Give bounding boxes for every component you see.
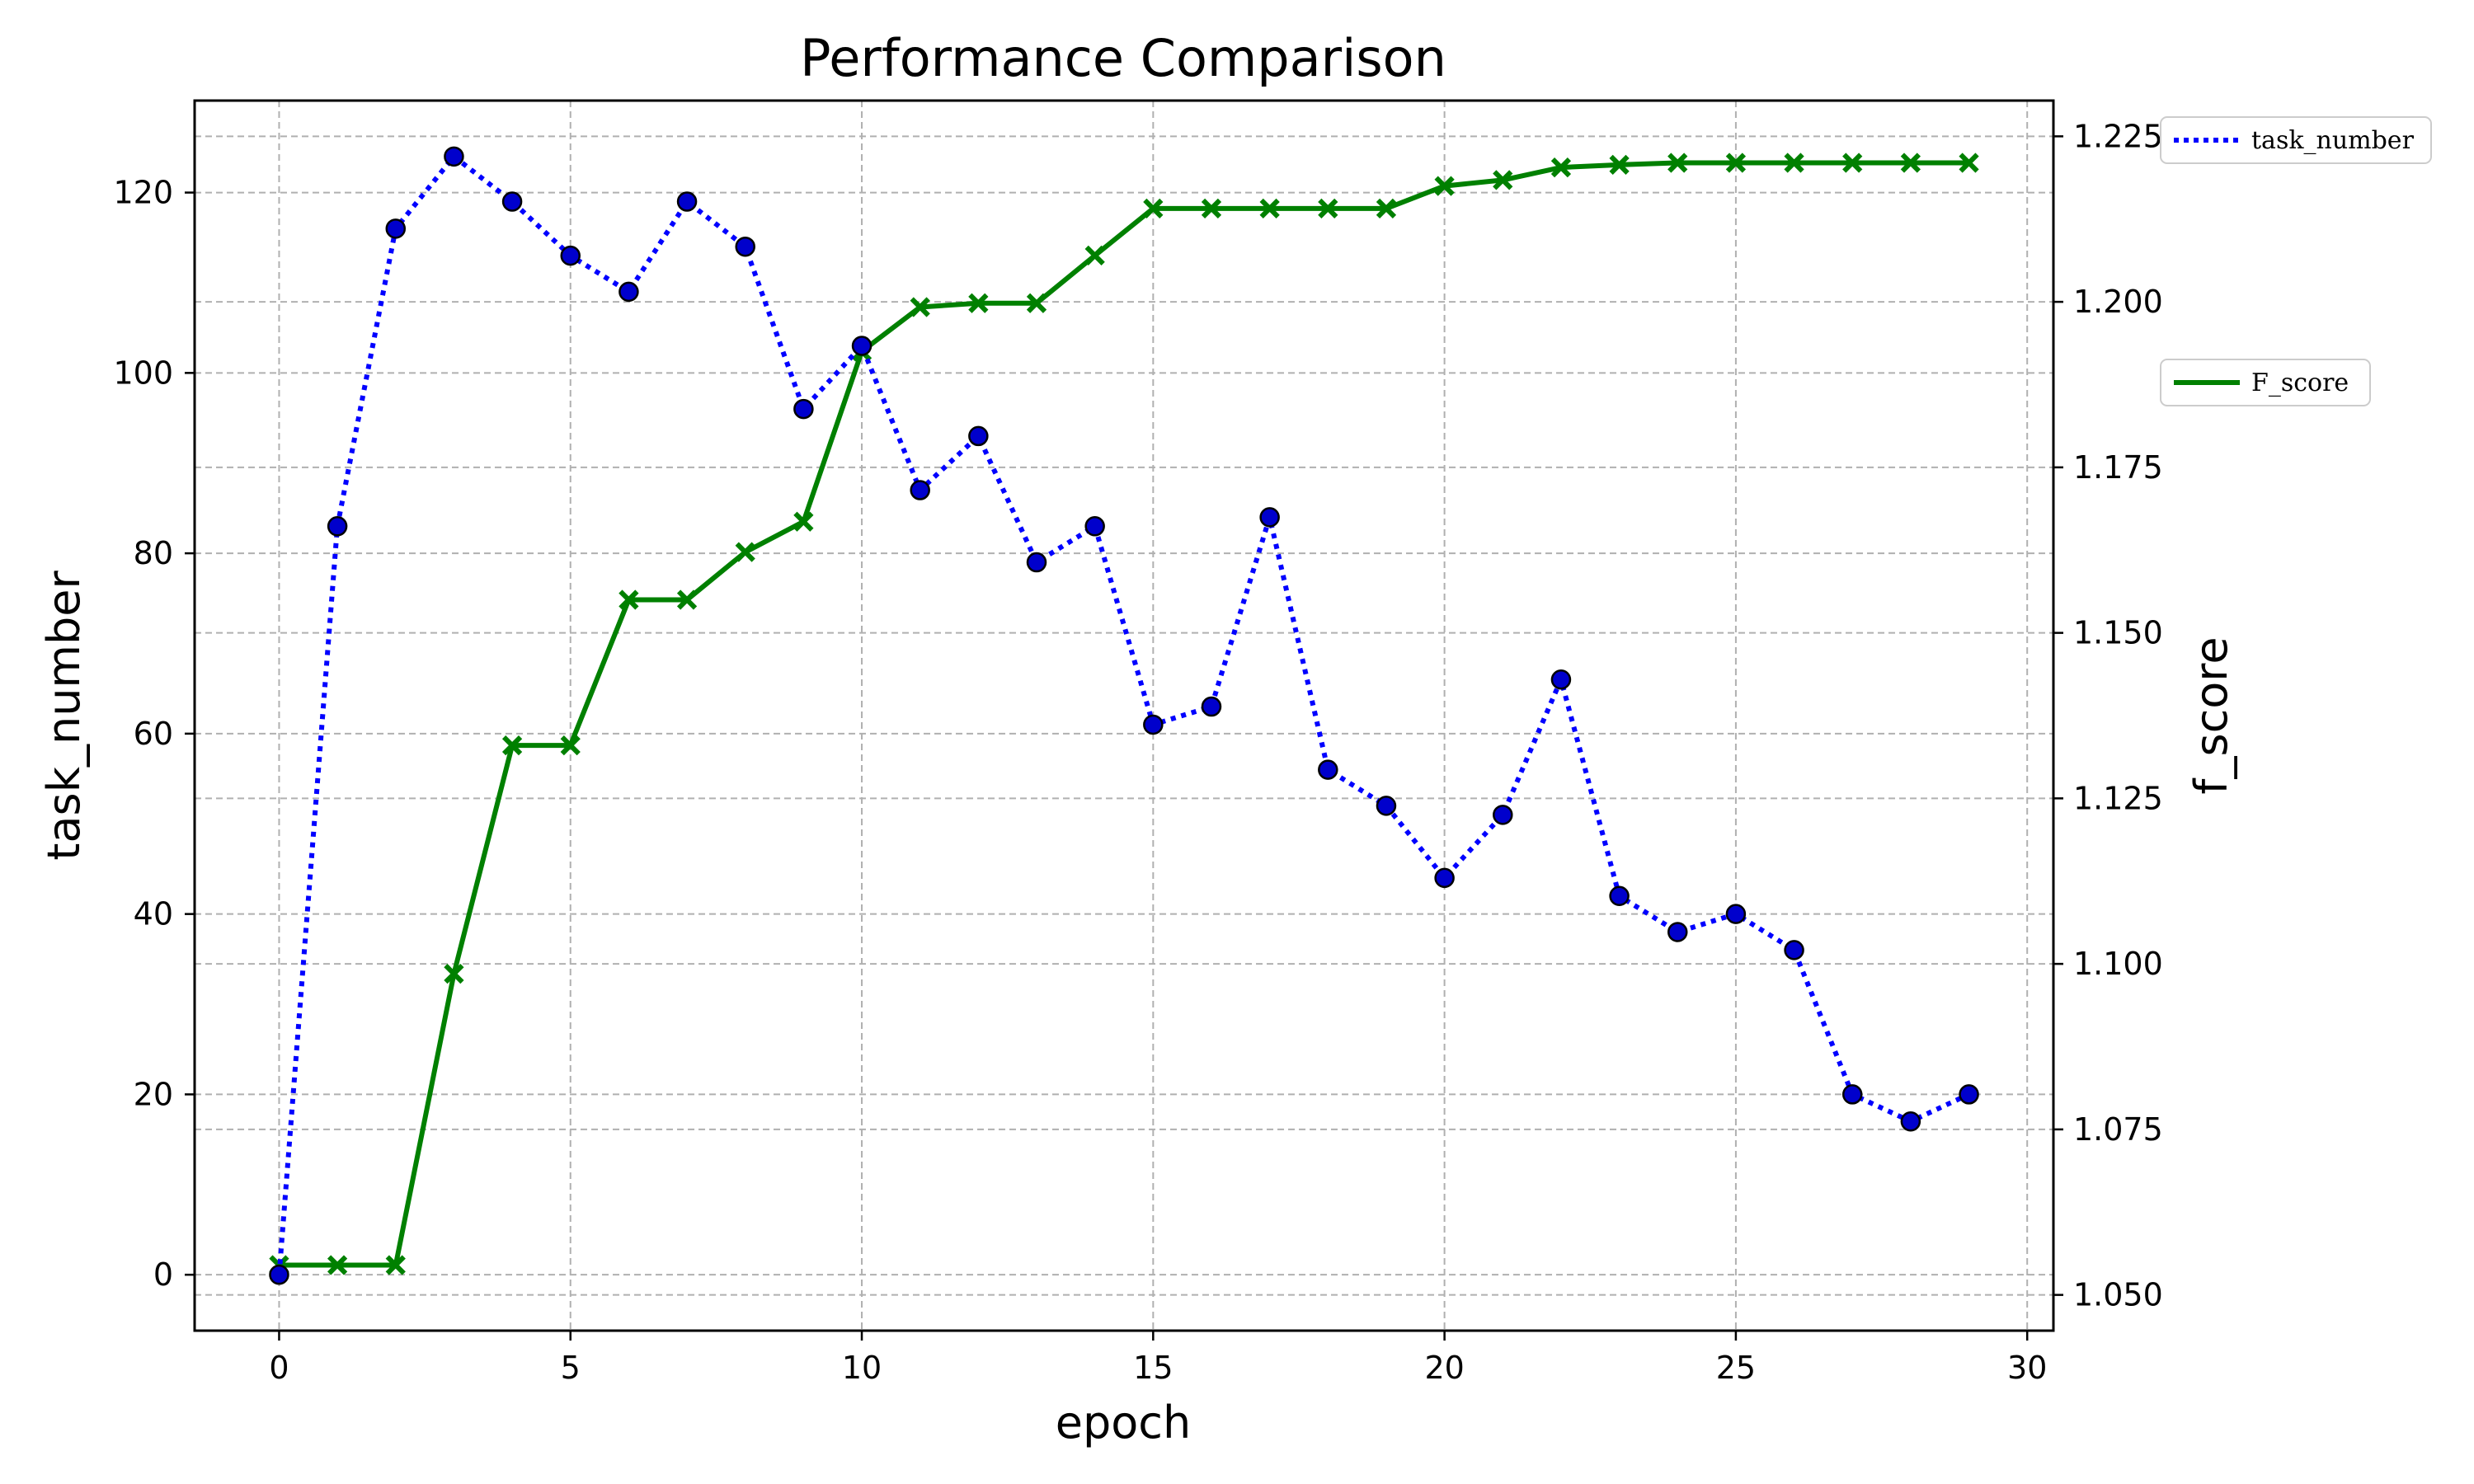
f-score-point <box>1084 245 1105 266</box>
task-number-point <box>269 1264 289 1285</box>
legend-f-score-label: F_score <box>2251 369 2349 397</box>
f-score-point <box>1376 198 1397 219</box>
y-left-tick-label: 120 <box>113 175 173 211</box>
task-number-point <box>793 398 814 420</box>
task-number-point <box>1026 552 1047 573</box>
y-left-tick-label: 40 <box>134 896 173 932</box>
f-score-point <box>1201 198 1222 219</box>
task-number-point <box>676 191 698 212</box>
task-number-line <box>276 153 1970 1275</box>
task-number-point <box>1959 1084 1979 1105</box>
task-number-point <box>910 480 930 500</box>
y-right-tick-label: 1.225 <box>2073 118 2163 154</box>
task-number-point <box>1201 696 1222 717</box>
x-tick-label: 0 <box>269 1350 289 1386</box>
task-number-point <box>1667 922 1688 942</box>
legend-task-number-label: task_number <box>2251 126 2415 155</box>
task-number-point <box>735 236 755 257</box>
f-score-point <box>1900 153 1921 173</box>
f-score-point <box>1842 153 1863 173</box>
f-score-point <box>1959 153 1979 173</box>
task-number-point <box>851 336 872 356</box>
task-number-point <box>1259 507 1280 528</box>
legend-f-score: F_score <box>2160 359 2371 406</box>
f-score-point <box>385 1255 406 1275</box>
legend-task-number-frame <box>2160 116 2432 164</box>
task-number-point <box>1550 669 1572 690</box>
y-right-tick-label: 1.200 <box>2073 284 2163 320</box>
f-score-point <box>1259 198 1280 219</box>
f-score-point <box>910 297 930 317</box>
y-right-tick-label: 1.075 <box>2073 1111 2163 1148</box>
task-number-point <box>327 516 348 537</box>
f-score-point <box>1143 198 1164 219</box>
x-tick-label: 10 <box>842 1350 882 1386</box>
f-score-point <box>1493 170 1513 190</box>
f-score-point <box>560 735 581 756</box>
f-score-point <box>1784 153 1804 173</box>
task-number-point <box>1318 759 1338 780</box>
legend-f-score-frame <box>2160 359 2371 406</box>
f-score-point <box>1318 198 1338 219</box>
f-score-point <box>327 1255 348 1275</box>
f-score-point <box>735 542 755 562</box>
x-axis-label: epoch <box>1056 1397 1191 1449</box>
task-number-point <box>1434 867 1455 889</box>
f-score-point <box>444 964 464 984</box>
y-left-tick-label: 100 <box>113 355 173 391</box>
task-number-point <box>560 245 581 266</box>
f-score-point <box>793 511 814 532</box>
x-tick-label: 20 <box>1424 1350 1464 1386</box>
task-number-point <box>1084 516 1105 537</box>
task-number-point <box>1493 805 1513 825</box>
y-left-axis-ticks: 0 20 40 60 80 100 120 <box>113 175 195 1293</box>
task-number-point <box>501 191 523 212</box>
chart-title: Performance Comparison <box>800 28 1446 88</box>
x-tick-label: 30 <box>2007 1350 2047 1386</box>
f-score-line <box>279 160 1969 1268</box>
x-tick-label: 25 <box>1716 1350 1756 1386</box>
f-score-point <box>968 293 989 313</box>
plot-frame <box>193 99 2055 1332</box>
task-number-point <box>618 281 639 303</box>
y-right-tick-label: 1.050 <box>2073 1277 2163 1313</box>
y-right-tick-label: 1.150 <box>2073 615 2163 651</box>
f-score-point <box>618 589 639 610</box>
task-number-point <box>1900 1111 1921 1132</box>
y-left-tick-label: 80 <box>134 535 173 571</box>
series-layer <box>269 146 1979 1285</box>
y-right-axis-ticks: 1.050 1.075 1.100 1.125 1.150 1.175 1.200 1.225 <box>2053 118 2163 1313</box>
f-score-point <box>676 589 698 610</box>
task-number-point <box>1725 904 1747 924</box>
task-number-point <box>1784 940 1804 960</box>
task-number-point <box>385 218 407 239</box>
y-left-tick-label: 60 <box>134 716 173 752</box>
y-left-tick-label: 20 <box>134 1076 173 1112</box>
y-left-tick-label: 0 <box>153 1256 173 1293</box>
task-number-point <box>1609 885 1630 907</box>
y-right-tick-label: 1.175 <box>2073 449 2163 486</box>
f-score-point <box>501 735 523 756</box>
y-right-axis-label: f_score <box>2185 636 2237 794</box>
task-number-point <box>444 146 464 167</box>
task-number-point <box>1376 796 1397 816</box>
task-number-point <box>1143 714 1164 735</box>
f-score-point <box>1725 153 1747 173</box>
y-right-tick-label: 1.100 <box>2073 946 2163 982</box>
x-axis-ticks: 0 5 10 15 20 25 30 <box>269 1331 2047 1386</box>
f-score-point <box>1667 153 1688 173</box>
y-right-tick-label: 1.125 <box>2073 780 2163 816</box>
x-tick-label: 15 <box>1133 1350 1173 1386</box>
task-number-point <box>968 425 989 447</box>
y-left-axis-label: task_number <box>38 570 90 860</box>
f-score-point <box>1434 176 1455 196</box>
f-score-point <box>1026 293 1047 313</box>
f-score-point <box>1609 154 1630 176</box>
legend-task-number: task_number <box>2160 116 2432 164</box>
f-score-point <box>1550 157 1572 178</box>
x-tick-label: 5 <box>561 1350 581 1386</box>
task-number-point <box>1841 1084 1863 1105</box>
